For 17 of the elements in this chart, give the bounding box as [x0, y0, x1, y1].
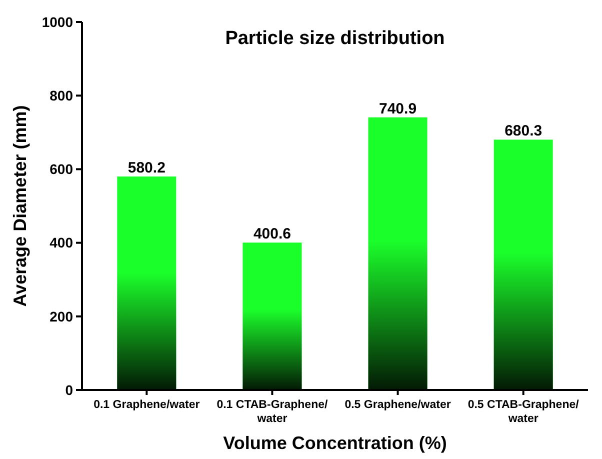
x-tick-label: 0.5 Graphene/water	[344, 399, 452, 411]
data-label: 680.3	[504, 122, 542, 140]
x-tick-label: 0.1 Graphene/water	[94, 399, 200, 411]
y-tick-label: 600	[50, 161, 74, 178]
y-tick-label: 400	[50, 234, 74, 251]
y-tick-label: 200	[50, 308, 74, 324]
x-tick-label: 0.1 CTAB-Graphene/water	[216, 399, 329, 425]
data-label: 400.6	[253, 226, 291, 243]
data-label: 740.9	[379, 100, 417, 118]
data-label: 580.2	[128, 159, 166, 176]
y-tick-label: 0	[65, 382, 74, 398]
y-tick-label: 800	[50, 88, 74, 104]
x-tick-label: 0.5 CTAB-Graphene/water	[468, 399, 580, 425]
chart-title: Particle size distribution	[225, 28, 445, 49]
x-axis-title: Volume Concentration (%)	[223, 433, 447, 453]
y-axis-title: Average Diameter (mm)	[10, 105, 30, 307]
y-tick-label: 1000	[42, 14, 74, 30]
